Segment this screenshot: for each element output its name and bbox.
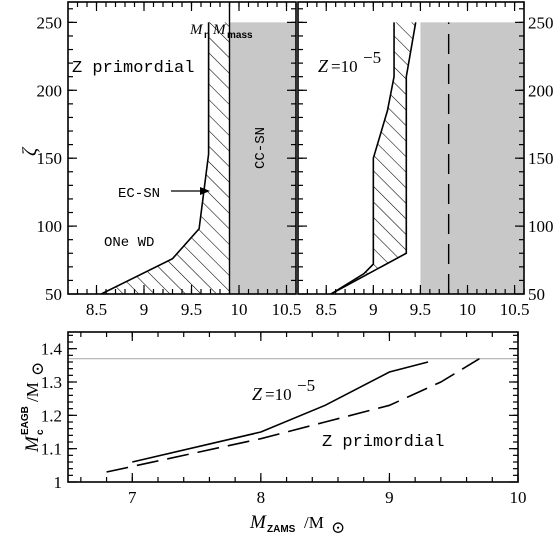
ec-sn-label: EC-SN [118, 186, 160, 202]
xlabel-m: M [249, 512, 267, 533]
series-z-primordial-line [106, 357, 480, 473]
ylabel-m: M [22, 435, 43, 453]
series-z-1e-5-line [132, 361, 429, 463]
ylabel-sub: c [35, 429, 46, 435]
y-tick-label: 100 [37, 217, 63, 236]
y-tick-label: 100 [528, 217, 554, 236]
panel-b-ticks: 8.5 9 9.5 10 10.550 100 150 200 250 [298, 2, 554, 319]
ylabel-sun: ⊙ [28, 362, 47, 376]
ylabel-sup: EAGB [20, 406, 31, 435]
mn-symbol: M [189, 22, 204, 38]
z-1e-5-label: Z =10 −5 [318, 48, 381, 76]
panel-c-ticks: 7 8 9 10 1 1.1 1.2 1.3 1.4 [41, 332, 527, 507]
cc-sn-region [229, 22, 296, 294]
y-tick-label: 250 [37, 13, 63, 32]
y-tick-label: 250 [528, 13, 554, 32]
y-tick-label: 50 [45, 285, 62, 304]
x-axis-label: M ZAMS /M ⊙ [249, 512, 345, 536]
xlabel-sub: ZAMS [267, 524, 296, 535]
ec-sn-right-boundary [330, 22, 417, 294]
xlabel-rest: /M [304, 513, 324, 532]
x-tick-label: 10.5 [500, 300, 530, 319]
y-axis-label: M c EAGB /M ⊙ [20, 362, 47, 453]
y-tick-label: 1.3 [41, 373, 62, 392]
panel-z-1e-5: 8.5 9 9.5 10 10.550 100 150 200 250 Z =10 −5 [297, 1, 554, 319]
y-tick-label: 1.4 [41, 340, 63, 359]
x-tick-label: 9.5 [181, 300, 202, 319]
ec-sn-region [330, 22, 416, 294]
y-tick-label: 1.2 [41, 406, 62, 425]
mmass-symbol: M [212, 22, 227, 38]
mmass-subscript: mass [227, 30, 253, 41]
series-z-1e-5-label: Z =10 −5 [252, 376, 315, 404]
cc-sn-label: CC-SN [253, 127, 269, 169]
x-tick-label: 10 [231, 300, 248, 319]
y-tick-label: 200 [528, 81, 554, 100]
series-z-primordial-label: Z primordial [322, 433, 444, 452]
ec-sn-left-boundary [330, 22, 395, 294]
one-wd-label: ONe WD [104, 235, 154, 251]
z-exponent: −5 [363, 48, 381, 67]
x-tick-label: 10 [510, 488, 527, 507]
x-tick-label: 9.5 [410, 300, 431, 319]
mn-mmass-label: M n M mass [189, 22, 253, 41]
panel-a-ticks: 8.5 9 9.5 10 10.5 50 100 150 200 250 [37, 2, 302, 319]
x-tick-label: 8 [257, 488, 266, 507]
panel-z-primordial: 8.5 9 9.5 10 10.5 50 100 150 200 250 Z primordial… [19, 1, 302, 319]
panel-c-frame [67, 331, 519, 483]
x-tick-label: 7 [128, 488, 137, 507]
ec-sn-region [101, 22, 230, 294]
zeta-axis-label: ζ [19, 146, 41, 156]
x-tick-label: 8.5 [86, 300, 107, 319]
y-tick-label: 200 [37, 81, 63, 100]
z-primordial-label: Z primordial [72, 59, 194, 78]
x-tick-label: 10.5 [272, 300, 302, 319]
x-tick-label: 10 [459, 300, 476, 319]
x-tick-label: 9 [369, 300, 378, 319]
y-tick-label: 50 [528, 285, 545, 304]
y-tick-label: 1.1 [41, 440, 62, 459]
panel-core-mass: 7 8 9 10 1 1.1 1.2 1.3 1.4 Z =10 −5 Z primordial… [20, 331, 527, 536]
y-tick-label: 150 [528, 149, 554, 168]
ec-sn-arrow [171, 187, 210, 195]
ylabel-rest: /M [23, 382, 42, 402]
z-symbol: Z [252, 384, 263, 404]
x-tick-label: 9 [140, 300, 149, 319]
mn-subscript: n [204, 30, 210, 41]
y-tick-label: 150 [37, 149, 63, 168]
ec-sn-left-boundary [100, 22, 210, 294]
x-tick-label: 9 [385, 488, 394, 507]
y-tick-label: 1 [54, 473, 63, 492]
xlabel-sun: ⊙ [331, 518, 345, 536]
x-tick-label: 8.5 [316, 300, 337, 319]
z-equals: =10 [331, 57, 358, 76]
z-equals: =10 [265, 385, 292, 404]
cc-sn-region [420, 22, 524, 294]
z-symbol: Z [318, 56, 329, 76]
z-exponent: −5 [297, 376, 315, 395]
